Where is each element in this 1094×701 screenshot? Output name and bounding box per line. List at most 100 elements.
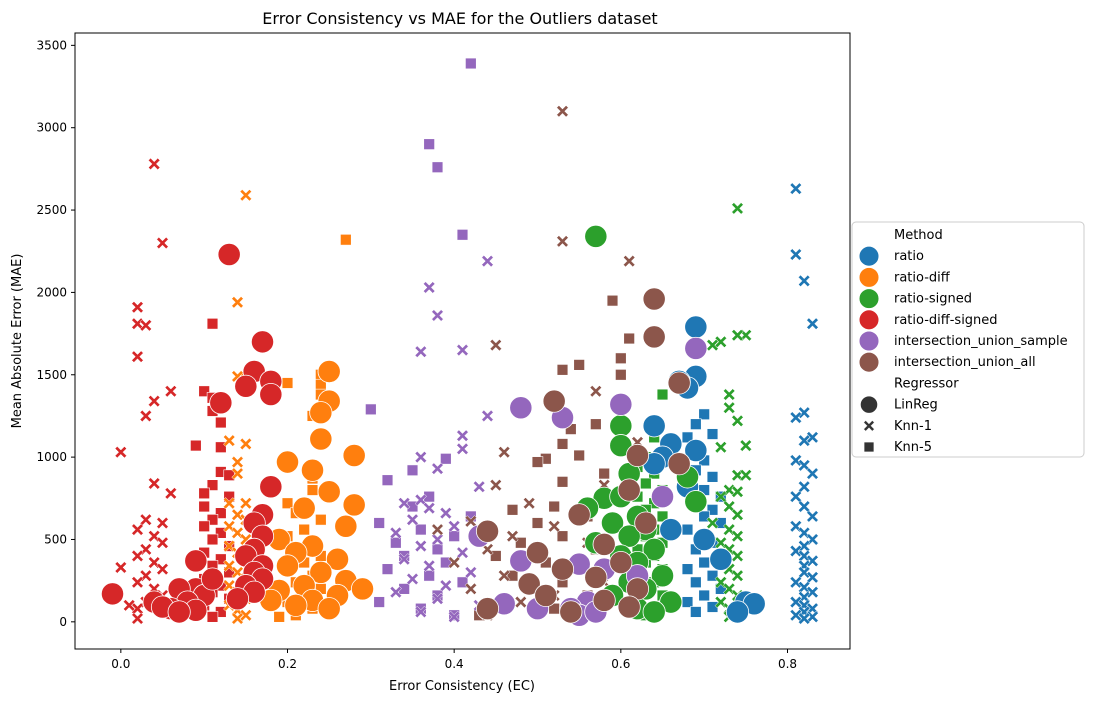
data-point-ratio-signed-linreg — [650, 564, 675, 588]
data-point-intersection_union_all-linreg — [592, 588, 616, 612]
data-point-ratio-signed-knn-1 — [731, 202, 744, 215]
data-point-intersection_union_all-knn-5 — [573, 449, 585, 462]
data-point-ratio-diff-signed-linreg — [225, 587, 250, 611]
data-point-ratio-signed-knn-1 — [739, 439, 752, 452]
data-point-intersection_union_all-knn-5 — [506, 504, 519, 516]
data-point-ratio-diff-signed-knn-5 — [215, 527, 227, 539]
data-point-ratio-signed-knn-1 — [731, 329, 744, 342]
data-point-intersection_union_all-knn-1 — [556, 105, 569, 118]
data-point-ratio-signed-knn-1 — [739, 469, 752, 482]
data-point-intersection_union_all-linreg — [550, 557, 575, 581]
y-axis-label: Mean Absolute Error (MAE) — [10, 254, 25, 429]
data-point-intersection_union_all-linreg — [617, 595, 641, 619]
data-point-ratio-diff-signed-knn-1 — [156, 563, 169, 576]
data-point-ratio-diff-signed-knn-1 — [114, 446, 127, 459]
legend-marker-ratio-diff-signed — [858, 309, 880, 331]
x-axis-label: Error Consistency (EC) — [389, 679, 535, 694]
data-point-intersection_union_sample-knn-5 — [373, 517, 385, 529]
data-point-ratio-knn-1 — [798, 480, 811, 493]
legend-label-ratio-diff: ratio-diff — [894, 270, 951, 285]
data-point-intersection_union_all-knn-5 — [490, 550, 502, 562]
data-point-intersection_union_sample-knn-1 — [473, 480, 486, 493]
data-point-intersection_union_all-knn-1 — [523, 497, 536, 510]
data-point-intersection_union_all-knn-5 — [531, 517, 544, 529]
legend-label-intersection_union_all: intersection_union_all — [894, 355, 1036, 370]
data-point-ratio-signed-knn-1 — [714, 441, 727, 454]
x-tick-label: 0.4 — [445, 657, 464, 671]
data-point-ratio-diff-signed-linreg — [209, 391, 233, 415]
data-point-ratio-diff-signed-knn-1 — [131, 350, 144, 363]
legend-label-ratio-diff-signed: ratio-diff-signed — [894, 313, 998, 328]
data-point-intersection_union_all-linreg — [475, 519, 500, 543]
data-point-ratio-knn-5 — [706, 504, 719, 516]
data-point-intersection_union_all-knn-5 — [556, 476, 569, 488]
data-point-intersection_union_all-knn-5 — [606, 294, 619, 307]
data-point-ratio-diff-signed-knn-5 — [198, 520, 210, 532]
data-point-ratio-diff-signed-linreg — [200, 567, 225, 591]
legend-marker-ratio — [858, 245, 880, 267]
data-point-ratio-linreg — [684, 438, 708, 463]
data-point-ratio-knn-1 — [806, 571, 819, 584]
data-point-ratio-signed-knn-1 — [714, 490, 727, 503]
legend-marker-knn-5 — [863, 441, 875, 453]
data-point-intersection_union_sample-knn-5 — [406, 464, 419, 476]
data-point-intersection_union_all-linreg — [542, 389, 566, 413]
data-point-ratio-diff-signed-knn-1 — [164, 385, 177, 398]
data-point-ratio-knn-1 — [789, 248, 802, 261]
data-point-intersection_union_sample-knn-1 — [431, 592, 444, 605]
y-tick-label: 1500 — [36, 368, 67, 382]
data-point-intersection_union_all-linreg — [617, 478, 641, 502]
data-point-ratio-diff-signed-knn-1 — [156, 516, 169, 530]
data-point-ratio-diff-linreg — [317, 359, 341, 384]
legend-marker-intersection_union_all — [858, 351, 880, 373]
data-point-ratio-diff-signed-knn-5 — [198, 487, 210, 500]
data-point-ratio-diff-signed-knn-1 — [148, 477, 161, 490]
y-tick-label: 3500 — [36, 38, 67, 52]
data-point-ratio-diff-signed-knn-1 — [114, 561, 127, 574]
data-point-ratio-diff-signed-knn-5 — [206, 533, 219, 546]
data-point-ratio-knn-5 — [706, 471, 719, 483]
data-point-ratio-diff-signed-linreg — [259, 382, 283, 407]
data-point-intersection_union_sample-knn-5 — [423, 138, 435, 150]
data-point-ratio-diff-signed-knn-1 — [131, 301, 144, 314]
data-point-ratio-diff-linreg — [275, 554, 300, 578]
data-point-ratio-knn-5 — [698, 510, 710, 523]
data-point-ratio-diff-signed-knn-5 — [215, 553, 227, 565]
legend-marker-ratio-signed — [858, 288, 880, 309]
data-point-ratio-diff-signed-knn-1 — [131, 523, 144, 536]
data-point-intersection_union_sample-linreg — [609, 392, 633, 416]
data-point-intersection_union_sample-knn-1 — [456, 343, 469, 357]
data-point-intersection_union_all-knn-1 — [548, 520, 561, 533]
data-point-ratio-diff-linreg — [350, 577, 375, 601]
data-point-ratio-diff-signed-knn-1 — [123, 599, 136, 612]
data-point-intersection_union_all-linreg — [667, 452, 691, 476]
legend-marker-linreg — [859, 395, 879, 414]
data-point-ratio-diff-signed-knn-5 — [206, 479, 219, 491]
data-point-intersection_union_all-knn-1 — [489, 339, 502, 352]
y-tick-label: 1000 — [36, 450, 67, 464]
data-point-intersection_union_all-linreg — [642, 325, 666, 349]
data-point-ratio-signed-knn-1 — [731, 414, 744, 427]
data-point-ratio-diff-signed-knn-5 — [190, 439, 202, 452]
x-tick-label: 0.2 — [278, 657, 297, 671]
data-point-intersection_union_all-linreg — [625, 443, 650, 468]
data-point-ratio-diff-signed-knn-1 — [164, 487, 177, 500]
data-point-ratio-diff-knn-5 — [306, 484, 319, 496]
data-point-ratio-diff-knn-5 — [298, 523, 310, 536]
data-point-intersection_union_sample-knn-1 — [431, 533, 444, 546]
data-point-intersection_union_sample-knn-5 — [431, 161, 444, 173]
data-point-intersection_union_all-knn-1 — [498, 569, 511, 582]
data-point-intersection_union_sample-knn-1 — [431, 309, 444, 322]
data-point-intersection_union_sample-knn-5 — [465, 57, 477, 70]
data-point-intersection_union_all-knn-5 — [548, 500, 560, 513]
data-point-ratio-diff-knn-1 — [223, 497, 236, 510]
x-tick-label: 0.8 — [778, 657, 797, 671]
data-point-ratio-diff-knn-1 — [231, 296, 244, 309]
data-point-ratio-signed-knn-1 — [731, 508, 744, 521]
y-tick-label: 3000 — [36, 121, 67, 135]
data-point-ratio-signed-knn-5 — [656, 388, 669, 401]
data-point-ratio-diff-signed-linreg — [259, 475, 283, 499]
data-point-ratio-diff-knn-1 — [231, 467, 244, 480]
data-point-ratio-linreg — [725, 600, 750, 624]
legend-marker-intersection_union_sample — [858, 330, 880, 352]
